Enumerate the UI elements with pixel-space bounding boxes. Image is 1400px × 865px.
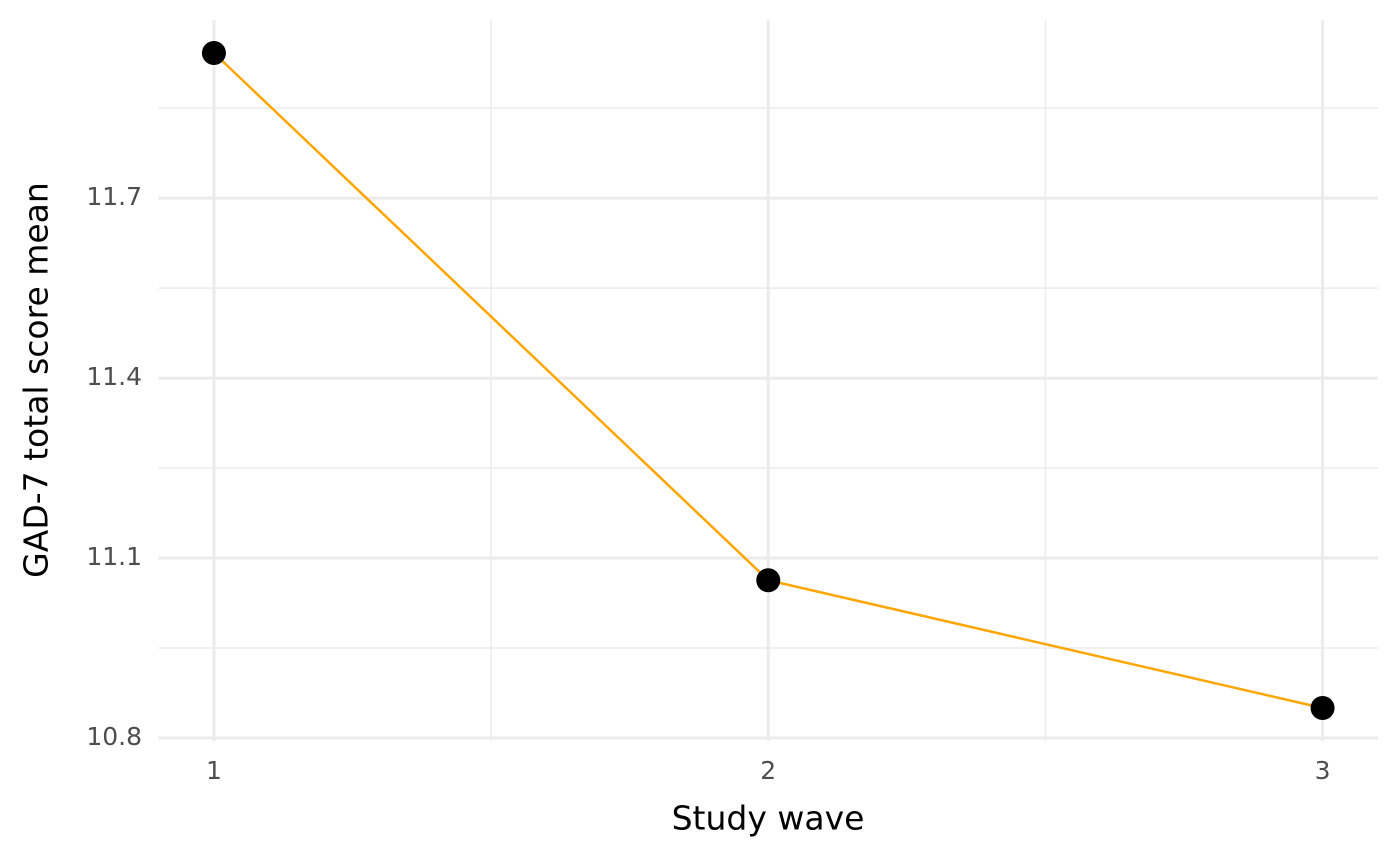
point	[201, 40, 226, 65]
y-tick-label: 11.7	[86, 182, 142, 211]
y-tick-label: 11.4	[86, 362, 142, 391]
point	[756, 568, 781, 593]
y-axis-title: GAD-7 total score mean	[17, 182, 56, 578]
x-tick-label: 1	[206, 756, 222, 785]
x-tick-label: 2	[760, 756, 776, 785]
x-tick-label: 3	[1315, 756, 1331, 785]
grid	[158, 20, 1378, 741]
y-tick-label: 10.8	[86, 722, 142, 751]
x-axis-title: Study wave	[672, 799, 865, 838]
y-tick-label: 11.1	[86, 542, 142, 571]
point	[1310, 696, 1335, 721]
